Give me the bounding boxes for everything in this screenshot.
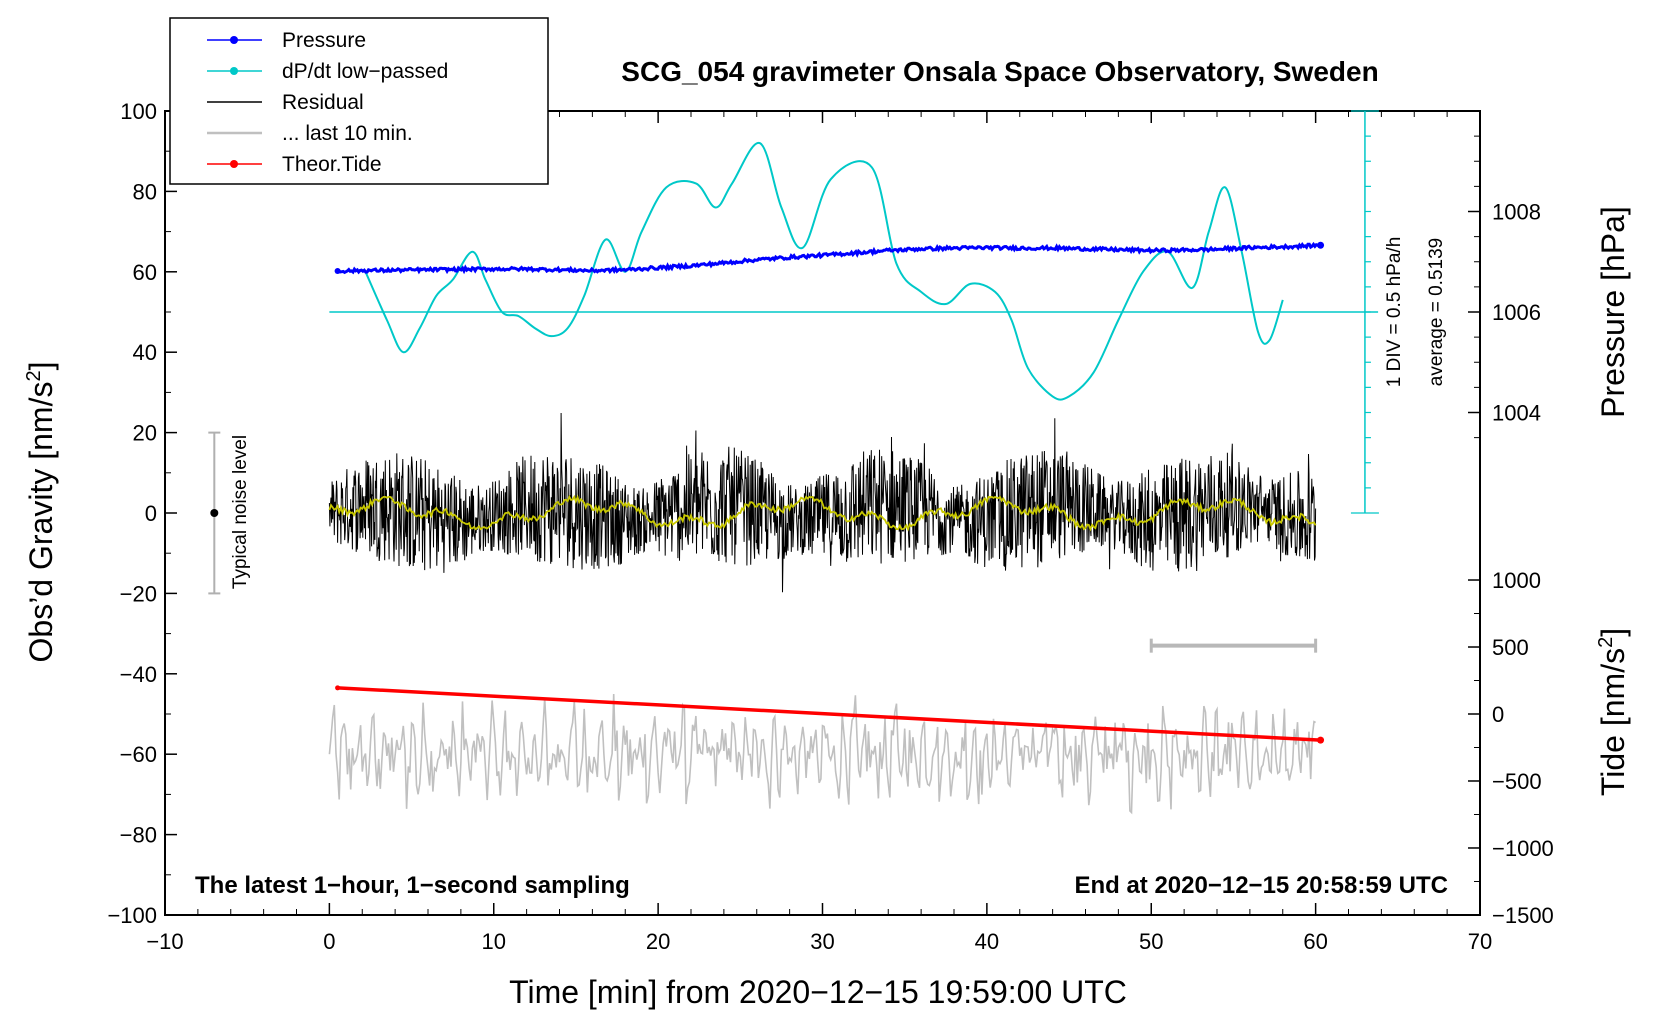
legend-items: Pressure dP/dt low−passed Residual ... last… [207, 29, 448, 176]
legend-marker [230, 160, 238, 168]
y-tick-label: 100 [120, 99, 157, 124]
x-tick-label: 20 [646, 929, 670, 954]
plot-border [164, 110, 1481, 916]
data-series [328, 142, 1325, 815]
tide-tick-label: 500 [1492, 635, 1529, 660]
x-tick-label: 70 [1468, 929, 1492, 954]
x-tick-label: 10 [482, 929, 506, 954]
tide-tick-label: −1000 [1492, 836, 1554, 861]
legend-item: Residual [207, 91, 364, 114]
chart-annotations [208, 110, 1379, 653]
y-tick-label: 40 [133, 340, 157, 365]
x-tick-label: 40 [975, 929, 999, 954]
y-axis-title-tide-sup: 2 [1595, 637, 1617, 648]
y-tick-label: 0 [145, 501, 157, 526]
y-tick-label: −100 [107, 903, 157, 928]
y-axis-title-gravity-end: ] [23, 362, 59, 371]
series-tide-start-marker [335, 685, 341, 691]
y-tick-label: −40 [120, 662, 157, 687]
tide-tick-label: 0 [1492, 702, 1504, 727]
legend: Pressure dP/dt low−passed Residual ... last… [169, 17, 549, 185]
plot-frame [164, 110, 1481, 916]
chart-title: SCG_054 gravimeter Onsala Space Observat… [621, 56, 1378, 87]
y-tick-label: −80 [120, 823, 157, 848]
y-axis-title-gravity: Obs’d Gravity [nm/s2] [23, 362, 59, 663]
legend-box [169, 17, 549, 185]
tide-tick-label: 1000 [1492, 568, 1541, 593]
tide-tick-label: −500 [1492, 769, 1542, 794]
y-axis-title-tide: Tide [nm/s2] [1595, 628, 1631, 796]
legend-item: Theor.Tide [207, 153, 382, 176]
series-last-10-min [328, 693, 1316, 815]
legend-item: ... last 10 min. [207, 122, 413, 145]
axis-ticks: −10 0 10 20 30 40 50 60 70−100−80−60−40−20020406… [107, 99, 1553, 954]
annotation-end-time: End at 2020−12−15 20:58:59 UTC [1074, 872, 1448, 899]
series-pressure [336, 241, 1321, 275]
legend-label: Theor.Tide [282, 153, 382, 176]
y-axis-title-tide-end: ] [1595, 628, 1631, 637]
legend-label: Pressure [282, 29, 366, 52]
y-axis-title-pressure: Pressure [hPa] [1595, 206, 1631, 418]
dpdt-average-label: average = 0.5139 [1426, 238, 1447, 386]
legend-label: ... last 10 min. [282, 122, 413, 145]
y-tick-label: 80 [133, 179, 157, 204]
legend-marker [230, 36, 238, 44]
legend-label: Residual [282, 91, 364, 114]
x-tick-label: 0 [323, 929, 335, 954]
pressure-tick-label: 1008 [1492, 200, 1541, 225]
pressure-tick-label: 1006 [1492, 300, 1541, 325]
series-dpdt [364, 142, 1284, 401]
tide-tick-label: −1500 [1492, 903, 1554, 928]
x-tick-label: −10 [146, 929, 183, 954]
y-tick-label: 60 [133, 260, 157, 285]
legend-item: Pressure [207, 29, 366, 52]
series-tide [337, 686, 1321, 742]
x-tick-label: 60 [1303, 929, 1327, 954]
y-tick-label: −60 [120, 742, 157, 767]
x-tick-label: 30 [810, 929, 834, 954]
series-tide-end-marker [1317, 736, 1325, 744]
y-axis-title-tide-main: Tide [nm/s [1595, 648, 1631, 796]
x-axis-title: Time [min] from 2020−12−15 19:59:00 UTC [509, 974, 1127, 1010]
series-pressure-end-marker [1317, 241, 1325, 249]
legend-label: dP/dt low−passed [282, 60, 448, 83]
legend-item: dP/dt low−passed [207, 60, 448, 83]
noise-level-label: Typical noise level [230, 435, 251, 589]
annotation-sampling: The latest 1−hour, 1−second sampling [195, 872, 630, 899]
y-axis-title-gravity-main: Obs’d Gravity [nm/s [23, 382, 59, 663]
legend-marker [230, 67, 238, 75]
x-tick-label: 50 [1139, 929, 1163, 954]
noise-bar-dot [210, 509, 219, 517]
series-residual-smoothed [328, 494, 1317, 532]
y-axis-title-gravity-sup: 2 [23, 370, 45, 381]
pressure-tick-label: 1004 [1492, 401, 1541, 426]
y-tick-label: −20 [120, 581, 157, 606]
series-pressure-start-marker [334, 267, 341, 274]
dpdt-div-label: 1 DIV = 0.5 hPa/h [1384, 237, 1405, 388]
y-tick-label: 20 [133, 421, 157, 446]
